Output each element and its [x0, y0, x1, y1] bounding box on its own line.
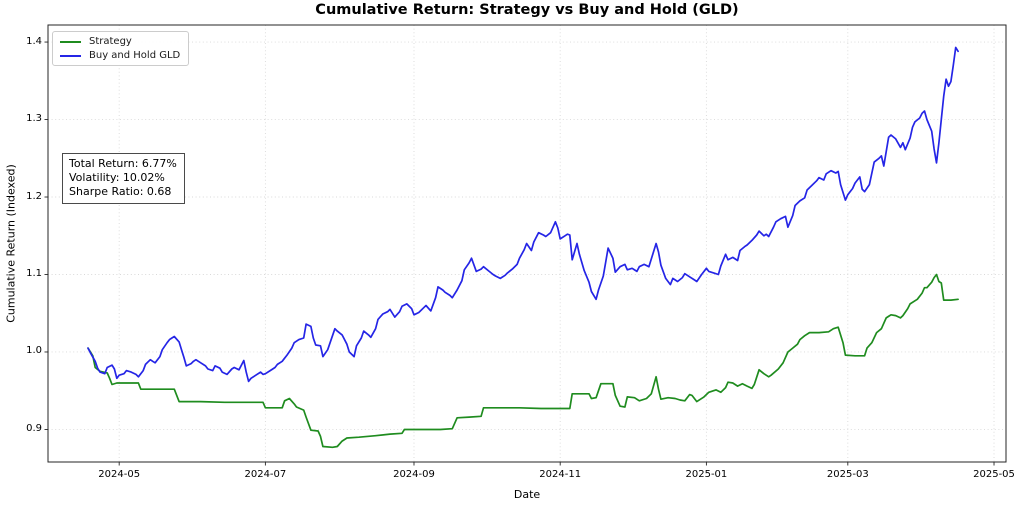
chart-title: Cumulative Return: Strategy vs Buy and H…: [315, 2, 739, 18]
x-tick-label: 2024-09: [393, 469, 435, 480]
y-tick-label: 1.0: [26, 345, 42, 357]
stats-volatility: Volatility: 10.02%: [69, 171, 165, 184]
legend-item-strategy: Strategy: [60, 36, 180, 47]
x-tick-label: 2025-01: [685, 469, 728, 480]
y-tick-label: 1.4: [26, 35, 42, 47]
x-axis-label: Date: [513, 488, 541, 501]
y-tick-label: 1.1: [26, 267, 42, 279]
x-tick-label: 2025-05: [973, 469, 1015, 480]
stats-box: Total Return: 6.77% Volatility: 10.02% S…: [62, 153, 185, 204]
x-tick-label: 2025-03: [826, 469, 869, 480]
legend-item-buy-hold: Buy and Hold GLD: [60, 50, 180, 61]
series-strategy-line: [87, 273, 959, 449]
legend-label-strategy: Strategy: [89, 36, 132, 47]
x-tick-label: 2024-07: [244, 469, 287, 480]
stats-total-return: Total Return: 6.77%: [69, 157, 177, 170]
legend-line-strategy: [60, 40, 81, 43]
stats-sharpe-ratio: Sharpe Ratio: 0.68: [69, 185, 172, 198]
y-tick-label: 1.3: [26, 113, 42, 125]
x-tick-label: 2024-11: [539, 469, 582, 480]
legend-label-buy-hold: Buy and Hold GLD: [89, 50, 181, 61]
legend-line-buy-hold: [60, 54, 81, 57]
legend: Strategy Buy and Hold GLD: [52, 31, 190, 66]
y-axis-label: Cumulative Return (Indexed): [4, 164, 18, 323]
plot-border: [47, 24, 1007, 463]
series-buy-hold-line: [87, 46, 959, 383]
x-tick-label: 2024-05: [98, 469, 141, 480]
y-tick-label: 0.9: [26, 422, 42, 434]
y-tick-label: 1.2: [26, 190, 42, 202]
